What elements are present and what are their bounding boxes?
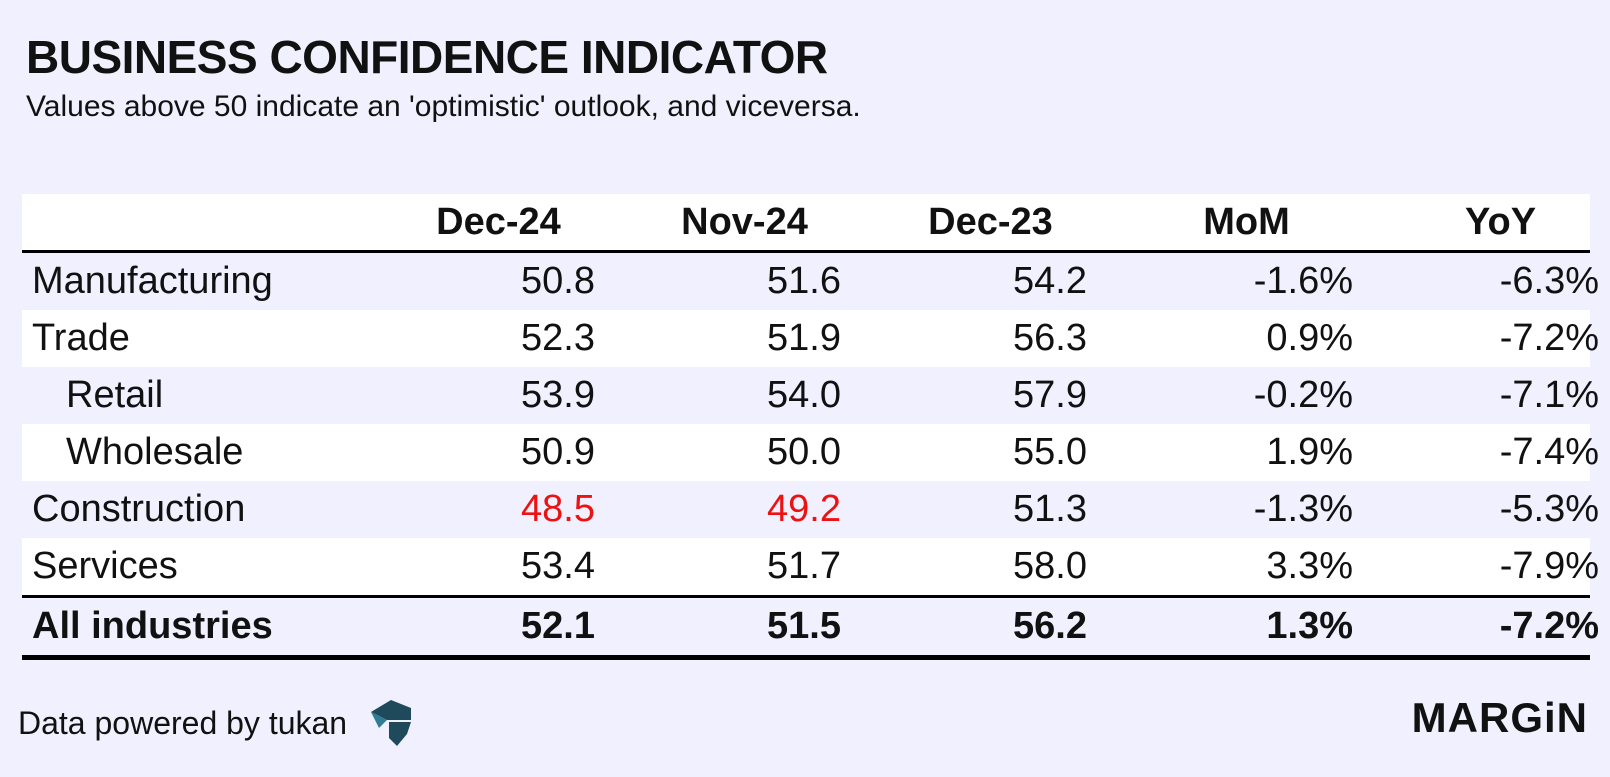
- column-header-dec-23: Dec-23: [928, 200, 1053, 243]
- cell-nov-24: 49.2: [767, 488, 841, 530]
- cell-nov-24: 51.6: [767, 260, 841, 302]
- column-header-mom: MoM: [1203, 200, 1290, 243]
- cell-yoy: -7.4%: [1499, 431, 1599, 473]
- cell-yoy: -7.2%: [1499, 317, 1599, 359]
- source-text: Data powered by tukan: [18, 704, 348, 741]
- tukan-logo-icon: [371, 700, 412, 746]
- cell-yoy: -7.1%: [1499, 374, 1599, 416]
- table-row: Trade 52.3 51.9 56.3 0.9% -7.2%: [22, 310, 1599, 367]
- table-body: Manufacturing 50.8 51.6 54.2 -1.6% -6.3% Trade…: [22, 253, 1599, 595]
- table-header-row: Dec-24 Nov-24 Dec-23 MoM YoY: [22, 194, 1590, 253]
- row-label: Construction: [32, 488, 246, 530]
- total-cell-nov-24: 51.5: [767, 605, 841, 647]
- column-header-dec-24: Dec-24: [436, 200, 561, 243]
- column-header-nov-24: Nov-24: [681, 200, 808, 243]
- cell-yoy: -6.3%: [1499, 260, 1599, 302]
- cell-dec-24: 53.4: [521, 545, 595, 587]
- cell-nov-24: 51.7: [767, 545, 841, 587]
- cell-dec-24: 52.3: [521, 317, 595, 359]
- table-row: Retail 53.9 54.0 57.9 -0.2% -7.1%: [22, 367, 1599, 424]
- table-row: Services 53.4 51.7 58.0 3.3% -7.9%: [22, 538, 1599, 595]
- table-row: Manufacturing 50.8 51.6 54.2 -1.6% -6.3%: [22, 253, 1599, 310]
- cell-mom: -1.3%: [1253, 488, 1353, 530]
- row-label: Wholesale: [66, 431, 244, 473]
- page-subtitle: Values above 50 indicate an 'optimistic'…: [26, 90, 861, 123]
- cell-dec-23: 58.0: [1013, 545, 1087, 587]
- cell-dec-23: 51.3: [1013, 488, 1087, 530]
- cell-nov-24: 54.0: [767, 374, 841, 416]
- cell-dec-23: 57.9: [1013, 374, 1087, 416]
- total-cell-mom: 1.3%: [1266, 605, 1353, 647]
- table-total-row: All industries 52.1 51.5 56.2 1.3% -7.2%: [22, 595, 1599, 660]
- cell-mom: 1.9%: [1266, 431, 1353, 473]
- cell-nov-24: 50.0: [767, 431, 841, 473]
- total-cell-dec-24: 52.1: [521, 605, 595, 647]
- cell-dec-24: 50.9: [521, 431, 595, 473]
- total-cell-yoy: -7.2%: [1499, 605, 1599, 647]
- total-cell-dec-23: 56.2: [1013, 605, 1087, 647]
- cell-mom: 0.9%: [1266, 317, 1353, 359]
- total-label: All industries: [32, 605, 273, 647]
- cell-dec-23: 56.3: [1013, 317, 1087, 359]
- table-row: Wholesale 50.9 50.0 55.0 1.9% -7.4%: [22, 424, 1599, 481]
- confidence-table: Dec-24 Nov-24 Dec-23 MoM YoY Manufacturi…: [22, 194, 1599, 660]
- row-label: Trade: [32, 317, 130, 359]
- cell-mom: -0.2%: [1253, 374, 1353, 416]
- row-label: Services: [32, 545, 178, 587]
- cell-dec-24: 53.9: [521, 374, 595, 416]
- cell-yoy: -7.9%: [1499, 545, 1599, 587]
- row-label: Retail: [66, 374, 164, 416]
- column-header-yoy: YoY: [1464, 200, 1537, 243]
- page-title: BUSINESS CONFIDENCE INDICATOR: [26, 31, 828, 83]
- table-row: Construction 48.5 49.2 51.3 -1.3% -5.3%: [22, 481, 1599, 538]
- cell-dec-24: 48.5: [521, 488, 595, 530]
- cell-mom: -1.6%: [1253, 260, 1353, 302]
- cell-nov-24: 51.9: [767, 317, 841, 359]
- footer-source: Data powered by tukan: [18, 698, 417, 748]
- row-label: Manufacturing: [32, 260, 273, 302]
- cell-mom: 3.3%: [1266, 545, 1353, 587]
- cell-dec-23: 54.2: [1013, 260, 1087, 302]
- cell-dec-23: 55.0: [1013, 431, 1087, 473]
- cell-yoy: -5.3%: [1499, 488, 1599, 530]
- cell-dec-24: 50.8: [521, 260, 595, 302]
- margin-brand-logo: MARGiN: [1411, 694, 1588, 741]
